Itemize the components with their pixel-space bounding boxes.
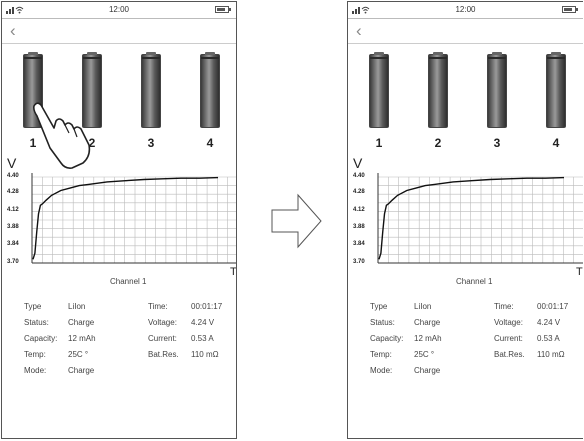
battery-cell-1[interactable]	[369, 52, 389, 128]
info-value-voltage: 4.24 V	[191, 318, 215, 327]
info-label-batres: Bat.Res.	[494, 350, 525, 359]
battery-icon	[562, 6, 578, 13]
info-label-type: Type	[370, 302, 388, 311]
info-value-temp: 25C °	[414, 350, 435, 359]
tap-hand-icon	[33, 102, 91, 169]
info-value-batres: 110 mΩ	[191, 350, 219, 359]
info-label-current: Current:	[148, 334, 177, 343]
voltage-curve	[32, 176, 219, 260]
chevron-left-icon[interactable]: ‹	[10, 21, 16, 40]
info-value-batres: 110 mΩ	[537, 350, 565, 359]
channel-label-1: 1	[29, 136, 37, 150]
info-label-time: Time:	[494, 302, 514, 311]
x-axis-label: T	[230, 266, 237, 278]
y-tick-label: 3.84	[7, 241, 19, 247]
y-tick-label: 4.12	[7, 207, 19, 213]
info-label-capacity: Capacity:	[370, 334, 404, 343]
info-value-status: Charge	[414, 318, 441, 327]
x-axis-label: T	[576, 266, 583, 278]
y-tick-label: 3.88	[353, 224, 365, 230]
nav-bar: ‹	[348, 19, 583, 44]
y-tick-label: 4.28	[7, 189, 19, 195]
y-axis-label: V	[353, 155, 363, 171]
chevron-left-icon[interactable]: ‹	[356, 21, 362, 40]
info-label-mode: Mode:	[24, 366, 47, 375]
info-value-current: 0.53 A	[537, 334, 560, 343]
voltage-curve	[378, 176, 565, 260]
channel-label-4: 4	[552, 136, 560, 150]
info-value-mode: Charge	[414, 366, 441, 375]
y-tick-label: 4.40	[7, 173, 19, 179]
y-tick-label: 4.40	[353, 173, 365, 179]
info-value-capacity: 12 mAh	[68, 334, 96, 343]
info-value-mode: Charge	[68, 366, 95, 375]
info-label-voltage: Voltage:	[148, 318, 177, 327]
info-value-status: Charge	[68, 318, 95, 327]
y-tick-label: 3.70	[353, 259, 365, 265]
battery-cell-2[interactable]	[428, 52, 448, 128]
info-label-temp: Temp:	[24, 350, 46, 359]
info-label-status: Status:	[370, 318, 395, 327]
info-label-status: Status:	[24, 318, 49, 327]
phone-screen-after: 12:00 ‹ 1 2 3 4 V T 4.40 4.28 4.12 3.88 3.84 3.70 Chan…	[347, 1, 583, 439]
channel-label-2: 2	[434, 136, 442, 150]
signal-wifi-icon	[352, 5, 370, 16]
y-tick-label: 3.84	[353, 241, 365, 247]
channel-label-1: 1	[375, 136, 383, 150]
info-value-time: 00:01:17	[537, 302, 569, 311]
battery-level	[564, 8, 572, 11]
info-label-mode: Mode:	[370, 366, 393, 375]
info-value-capacity: 12 mAh	[414, 334, 442, 343]
battery-icon	[215, 6, 231, 13]
info-value-current: 0.53 A	[191, 334, 214, 343]
channel-label-2: 2	[88, 136, 96, 150]
status-time: 12:00	[108, 5, 130, 14]
info-label-voltage: Voltage:	[494, 318, 523, 327]
battery-cell-4[interactable]	[200, 52, 220, 128]
info-label-current: Current:	[494, 334, 523, 343]
right-arrow-icon	[271, 193, 322, 249]
info-label-time: Time:	[148, 302, 168, 311]
status-bar: 12:00	[348, 2, 583, 19]
battery-cell-3[interactable]	[487, 52, 507, 128]
battery-level	[217, 8, 225, 11]
y-tick-label: 3.70	[7, 259, 19, 265]
channel-label-3: 3	[147, 136, 155, 150]
info-label-temp: Temp:	[370, 350, 392, 359]
info-value-time: 00:01:17	[191, 302, 223, 311]
chart-title: Channel 1	[456, 277, 493, 286]
info-value-voltage: 4.24 V	[537, 318, 561, 327]
battery-cell-3[interactable]	[141, 52, 161, 128]
channel-label-4: 4	[206, 136, 214, 150]
status-time: 12:00	[455, 5, 476, 14]
y-tick-label: 4.12	[353, 207, 365, 213]
phone-screen-before: 12:00 ‹ 1 2 3 4 V T 4.40 4.28 4.12 3.88 3.84 3.70 Chan…	[1, 1, 237, 439]
y-tick-label: 4.28	[353, 189, 365, 195]
y-axis-label: V	[7, 155, 17, 171]
voltage-chart	[31, 173, 236, 264]
info-label-type: Type	[24, 302, 42, 311]
nav-bar: ‹	[2, 19, 236, 44]
info-value-type: LiIon	[68, 302, 86, 311]
y-tick-label: 3.88	[7, 224, 19, 230]
status-bar: 12:00	[2, 2, 236, 19]
info-label-batres: Bat.Res.	[148, 350, 179, 359]
channel-label-3: 3	[493, 136, 501, 150]
battery-cell-2[interactable]	[82, 52, 102, 128]
voltage-chart	[377, 173, 583, 264]
info-label-capacity: Capacity:	[24, 334, 58, 343]
battery-cell-4[interactable]	[546, 52, 566, 128]
info-value-temp: 25C °	[68, 350, 89, 359]
chart-title: Channel 1	[110, 277, 147, 286]
info-value-type: LiIon	[414, 302, 432, 311]
signal-wifi-icon	[6, 5, 24, 16]
